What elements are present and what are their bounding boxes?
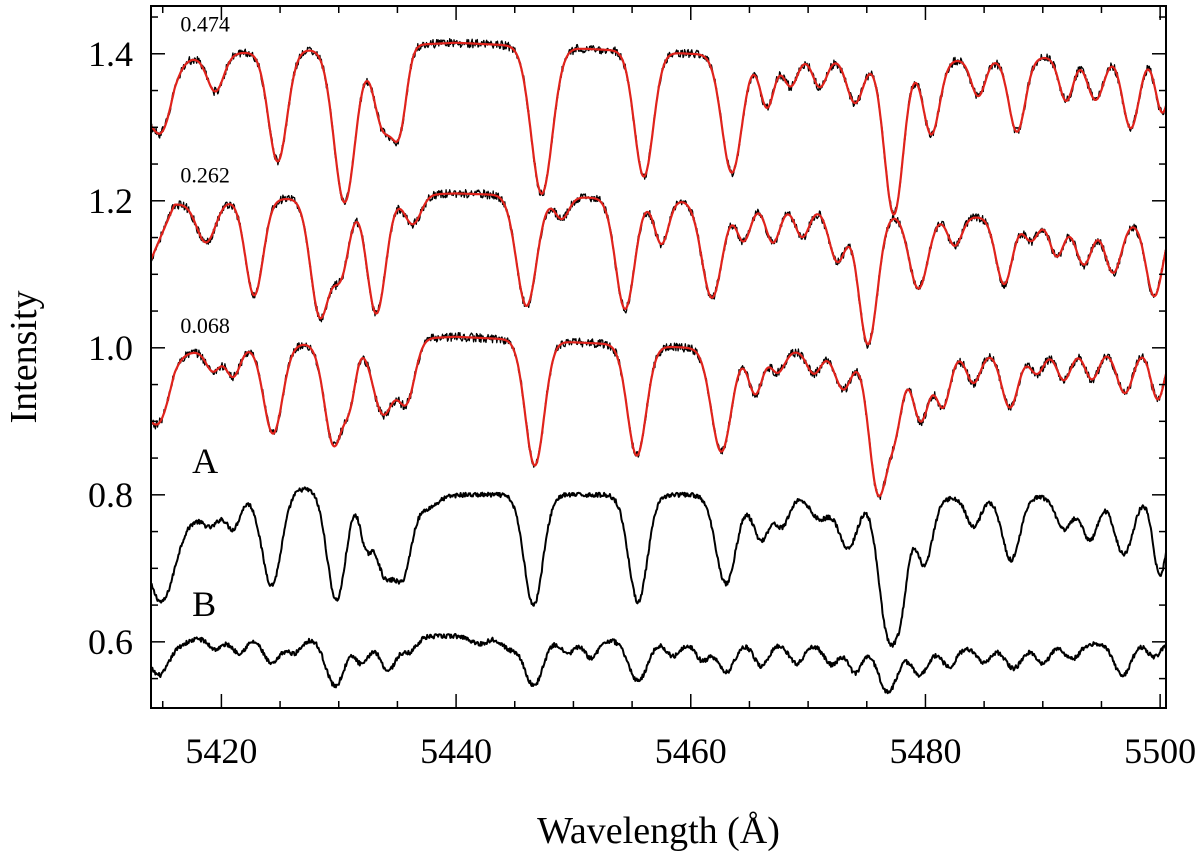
series-component-b <box>150 633 1167 695</box>
component-label: A <box>192 441 218 481</box>
plot-frame <box>150 5 1167 709</box>
phase-label: 0.474 <box>180 12 230 37</box>
axis-ticks: 5420 5440 5460 5480 5500 0.6 0.8 1.0 1.2 1.4 <box>88 6 1196 771</box>
series-observed-phase-0-262 <box>150 189 1167 349</box>
x-tick-label: 5420 <box>185 731 257 771</box>
series-component-a <box>150 486 1167 648</box>
y-tick-label: 0.6 <box>88 622 133 662</box>
phase-label: 0.068 <box>180 313 230 338</box>
x-tick-label: 5460 <box>655 731 727 771</box>
y-tick-label: 1.4 <box>88 34 133 74</box>
y-tick-label: 1.0 <box>88 328 133 368</box>
spectra-layer <box>149 38 1168 695</box>
spectrum-labels: 0.474 0.262 0.068 A B <box>180 12 230 624</box>
phase-label: 0.262 <box>180 162 230 187</box>
y-tick-label: 1.2 <box>88 181 133 221</box>
y-axis-title: Intensity <box>3 291 45 424</box>
component-label: B <box>192 584 216 624</box>
x-tick-label: 5440 <box>420 731 492 771</box>
x-tick-label: 5500 <box>1124 731 1196 771</box>
series-model-phase-0-068 <box>150 335 1168 498</box>
series-observed-phase-0-068 <box>150 331 1167 501</box>
y-tick-label: 0.8 <box>88 475 133 515</box>
series-model-phase-0-262 <box>149 192 1168 346</box>
x-tick-label: 5480 <box>889 731 961 771</box>
x-axis-title: Wavelength (Å) <box>537 810 780 852</box>
series-model-phase-0-474 <box>150 41 1168 216</box>
